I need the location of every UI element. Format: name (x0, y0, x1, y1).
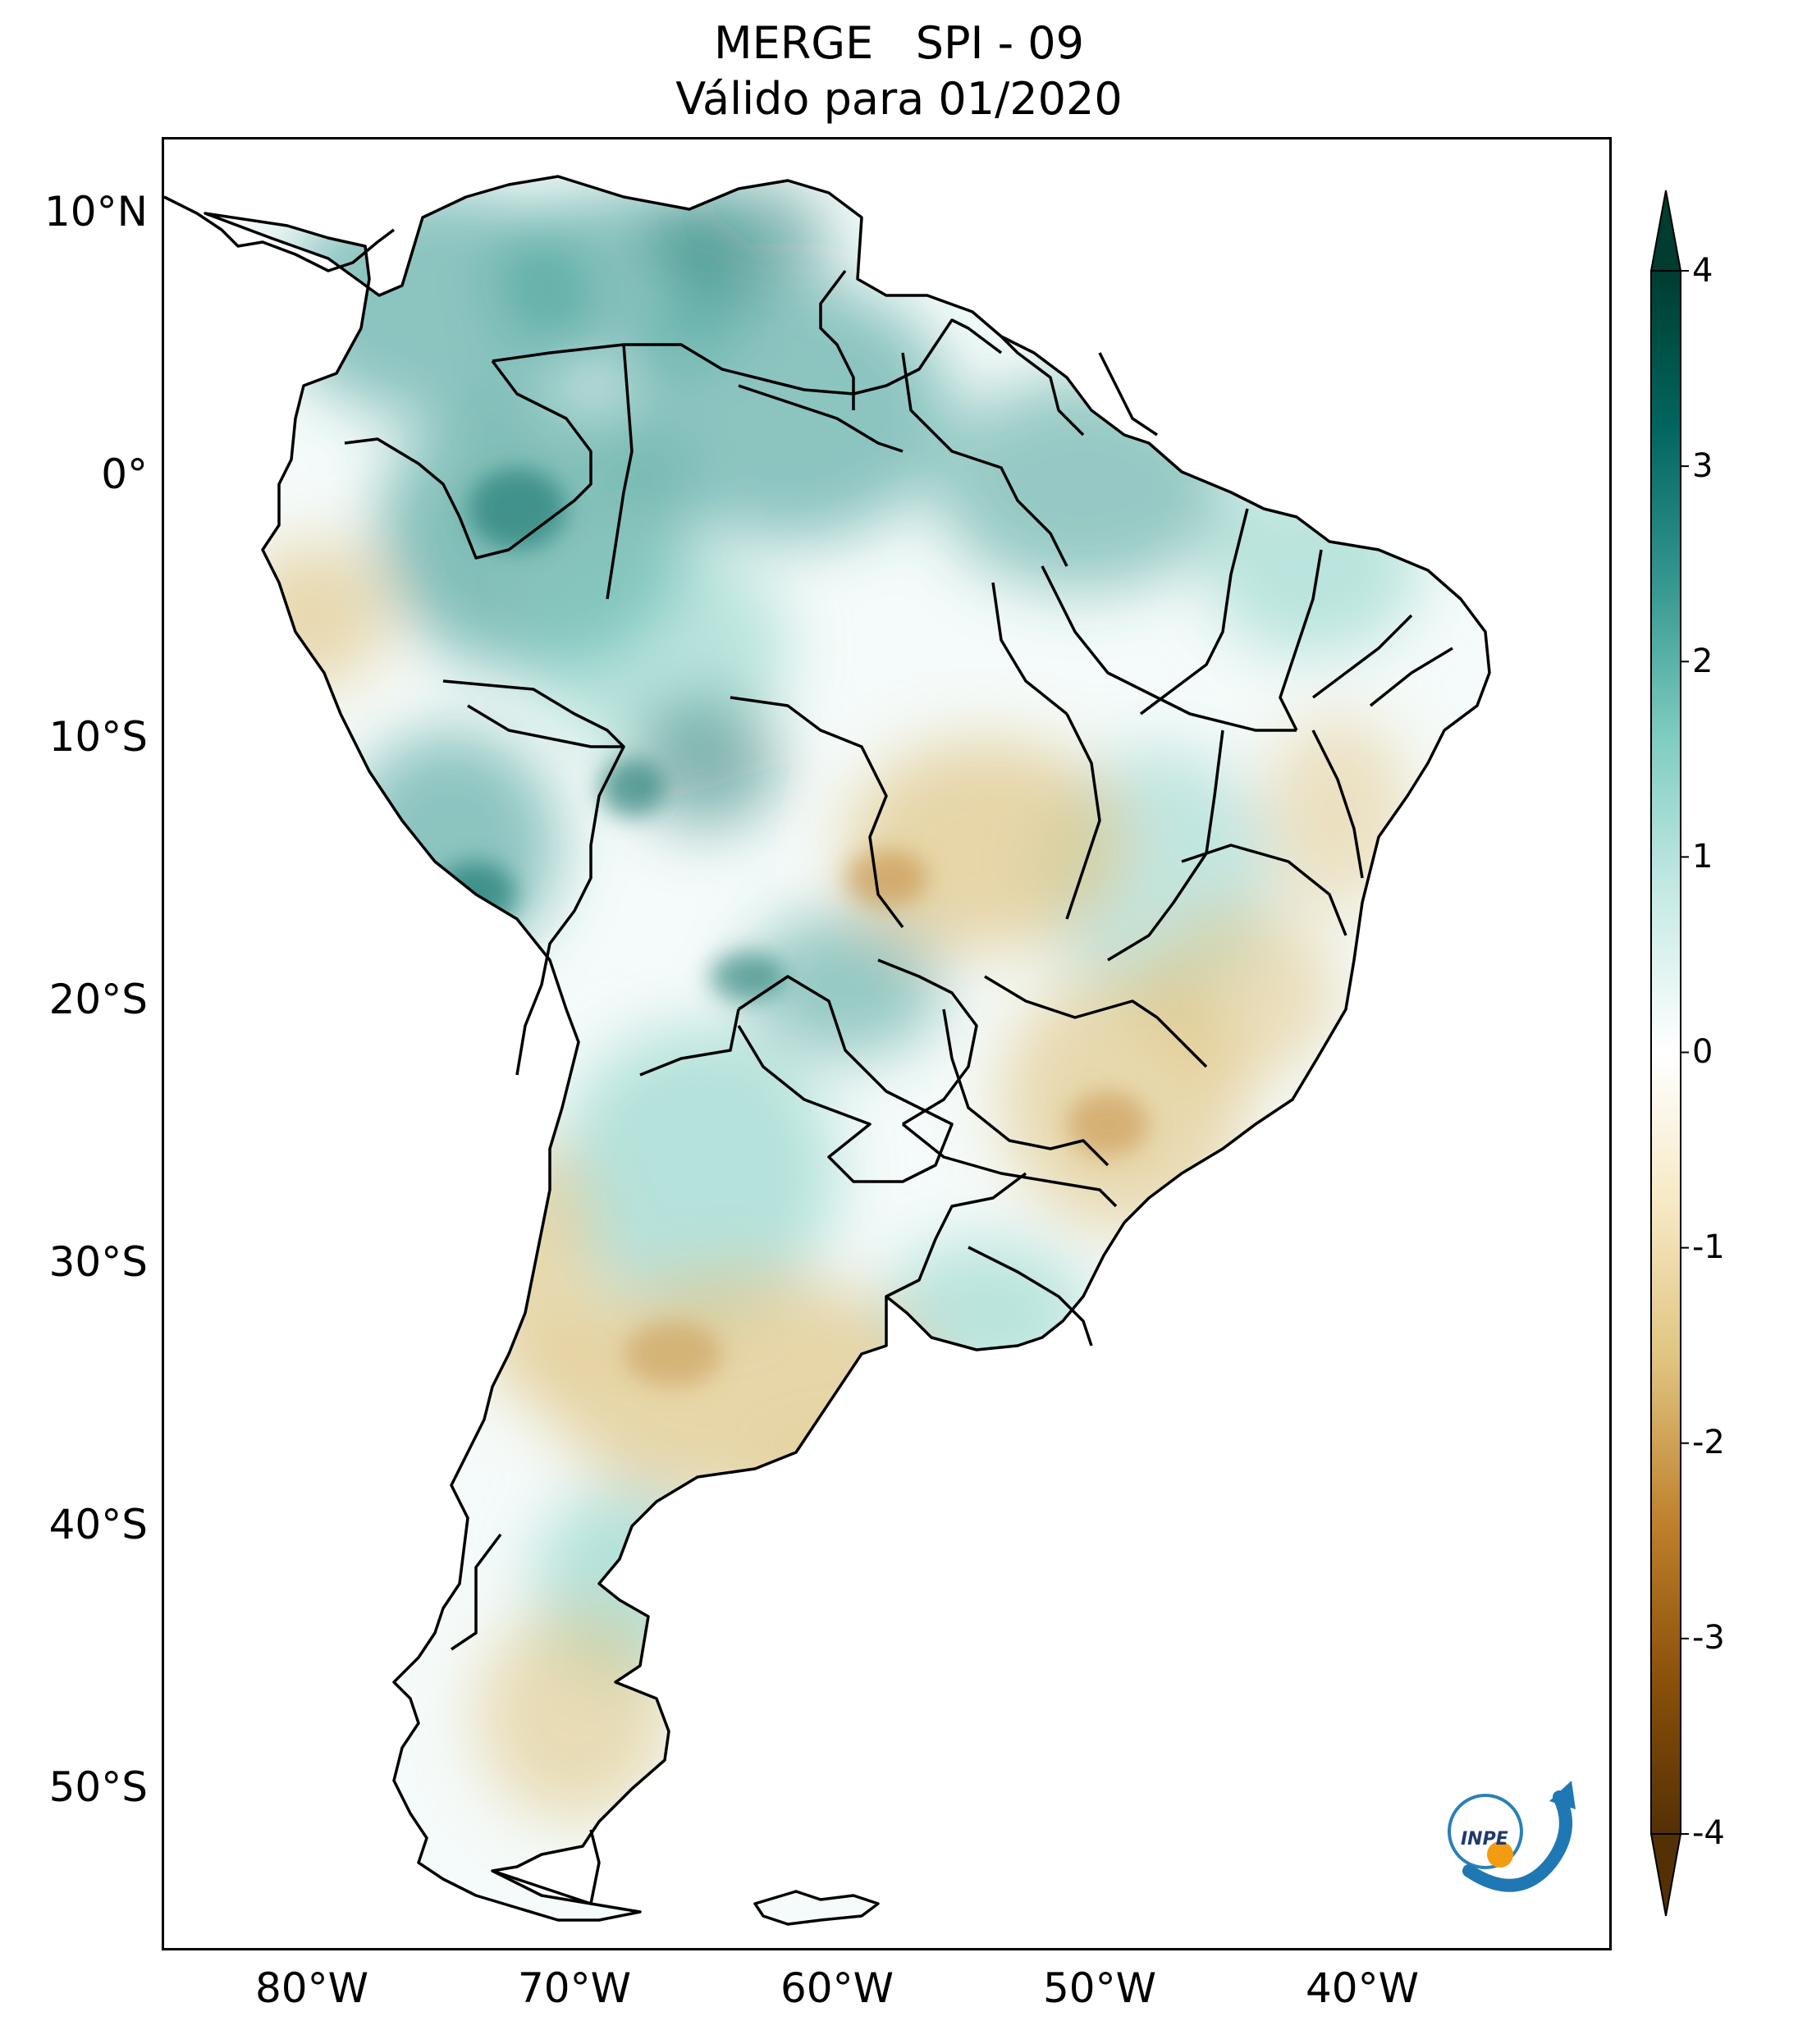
coastline-and-borders (164, 175, 1491, 1926)
logo-text: INPE (1461, 1829, 1508, 1850)
colorbar-min-extension (1649, 1833, 1682, 1917)
lat-tick-label: 20°S (48, 976, 148, 1023)
colorbar-tick-label: 0 (1692, 1033, 1713, 1071)
colorbar-bar (1650, 270, 1681, 1835)
colorbar-max-extension (1649, 190, 1682, 272)
lat-tick-label: 10°S (48, 713, 148, 761)
south-america-map: INPE (164, 175, 1576, 1926)
lon-tick-label: 70°W (517, 1964, 632, 2012)
lat-tick-label: 50°S (48, 1763, 148, 1811)
lon-tick-label: 40°W (1305, 1964, 1420, 2012)
colorbar-tick-label: -3 (1692, 1619, 1725, 1657)
map-panel: INPE (162, 137, 1612, 1950)
lon-tick-label: 60°W (780, 1964, 894, 2012)
lat-tick-label: 30°S (48, 1238, 148, 1286)
colorbar-tick-label: 4 (1692, 252, 1713, 290)
inpe-logo: INPE (1448, 1781, 1576, 1892)
colorbar-tick-label: -2 (1692, 1424, 1725, 1461)
colorbar-tick-label: 2 (1692, 642, 1713, 680)
colorbar-tick-label: -4 (1692, 1814, 1725, 1852)
lat-tick-label: 0° (101, 450, 148, 498)
map-title: MERGE SPI - 09 (714, 17, 1084, 69)
lat-tick-label: 10°N (43, 188, 148, 235)
colorbar-tick-label: 1 (1692, 838, 1713, 876)
map-subtitle: Válido para 01/2020 (675, 73, 1123, 125)
lon-tick-label: 50°W (1042, 1964, 1157, 2012)
colorbar-tick-label: -1 (1692, 1228, 1725, 1266)
colorbar-tick-label: 3 (1692, 447, 1713, 485)
lon-tick-label: 80°W (254, 1964, 369, 2012)
lat-tick-label: 40°S (48, 1501, 148, 1548)
